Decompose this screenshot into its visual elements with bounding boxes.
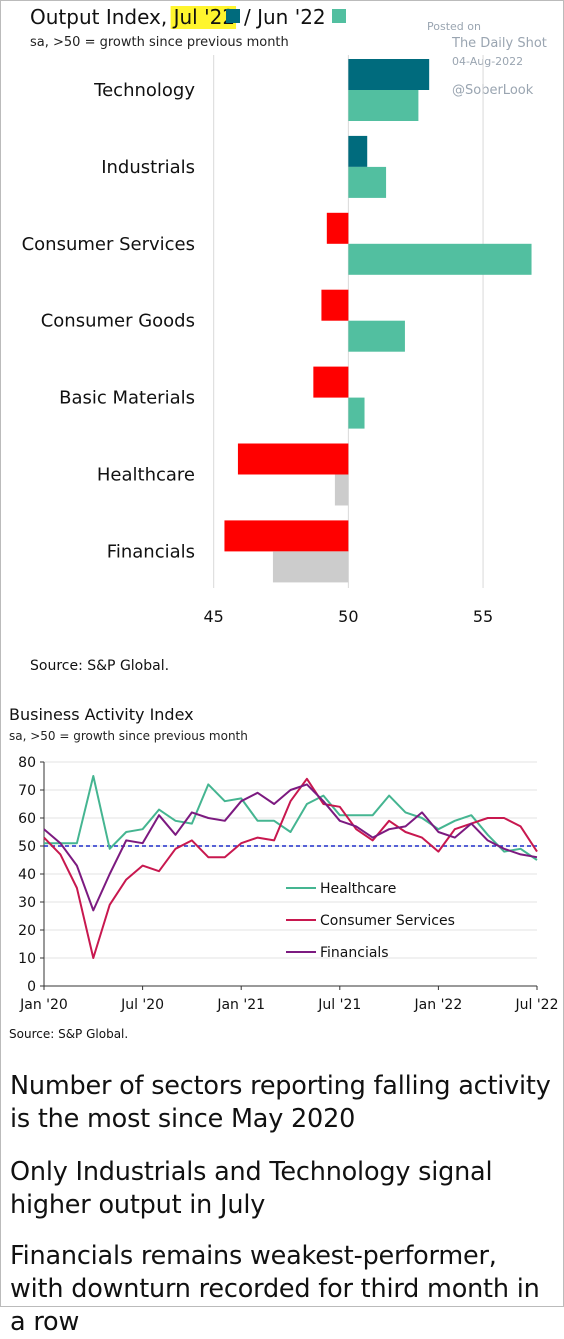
bar-consumer-goods-jun-22 — [348, 320, 405, 352]
legend-swatch-jul — [226, 9, 240, 23]
series-line-financials — [43, 783, 538, 912]
x-tick-jul-21: Jul '21 — [317, 997, 361, 1013]
bar-basic-materials-jul-22 — [313, 366, 349, 398]
bar-consumer-services-jun-22 — [348, 243, 532, 275]
y-tick-60: 60 — [18, 811, 36, 827]
y-tick-30: 30 — [18, 895, 36, 911]
x-tick-jan-21: Jan '21 — [216, 997, 265, 1013]
y-tick-80: 80 — [18, 755, 36, 771]
bar-technology-jul-22 — [348, 59, 430, 90]
y-tick-70: 70 — [18, 783, 36, 799]
y-tick-50: 50 — [18, 839, 36, 855]
legend-label-financials: Financials — [320, 945, 389, 961]
x-tick-jan-22: Jan '22 — [414, 997, 463, 1013]
series-line-consumer-services — [43, 777, 538, 959]
category-label-healthcare: Healthcare — [97, 465, 195, 486]
bar-financials-jun-22 — [272, 551, 349, 583]
headline-3: Financials remains weakest-performer, wi… — [10, 1241, 540, 1337]
x-tick-jul-22: Jul '22 — [514, 997, 558, 1013]
line-chart-source: Source: S&P Global. — [9, 1027, 128, 1041]
y-tick-40: 40 — [18, 867, 36, 883]
watermark-date: 04-Aug-2022 — [452, 55, 523, 68]
bar-consumer-services-jul-22 — [326, 212, 349, 244]
legend-label-jun: / Jun '22 — [244, 5, 326, 29]
x-tick-jul-20: Jul '20 — [120, 997, 164, 1013]
legend-swatch-jun — [332, 9, 346, 23]
line-chart-title: Business Activity Index — [9, 705, 194, 724]
y-tick-0: 0 — [27, 979, 36, 995]
series-line-healthcare — [44, 775, 538, 861]
category-label-industrials: Industrials — [101, 157, 195, 178]
watermark-site: The Daily Shot — [451, 36, 547, 51]
watermark-posted-on: Posted on — [427, 20, 481, 33]
legend-label-healthcare: Healthcare — [320, 881, 396, 897]
bar-financials-jul-22 — [224, 520, 349, 552]
bar-healthcare-jul-22 — [237, 443, 349, 475]
bar-chart-subtitle: sa, >50 = growth since previous month — [30, 35, 289, 50]
x-tick-45: 45 — [204, 607, 224, 626]
bar-healthcare-jun-22 — [334, 474, 349, 506]
x-tick-55: 55 — [473, 607, 493, 626]
watermark-handle: @SoberLook — [452, 83, 534, 98]
x-tick-jan-20: Jan '20 — [19, 997, 68, 1013]
bar-industrials-jul-22 — [348, 135, 368, 167]
headline-2: Only Industrials and Technology signal h… — [10, 1157, 493, 1220]
bar-chart-title: Output Index, Jul '22 — [30, 5, 235, 29]
bar-industrials-jun-22 — [348, 166, 387, 198]
y-tick-10: 10 — [18, 951, 36, 967]
category-label-technology: Technology — [93, 80, 195, 101]
headline-1: Number of sectors reporting falling acti… — [10, 1071, 551, 1134]
output-index-bar-chart: Output Index, Jul '22 / Jun '22 sa, >50 … — [22, 5, 547, 674]
legend-label-consumer-services: Consumer Services — [320, 913, 455, 929]
bar-consumer-goods-jul-22 — [321, 289, 349, 321]
bar-basic-materials-jun-22 — [348, 397, 365, 429]
line-chart-subtitle: sa, >50 = growth since previous month — [9, 729, 248, 743]
title-highlight-marker — [170, 6, 237, 29]
business-activity-line-chart: Business Activity Index sa, >50 = growth… — [9, 705, 559, 1041]
category-label-consumer-goods: Consumer Goods — [41, 311, 195, 332]
category-label-financials: Financials — [107, 541, 195, 562]
bar-chart-source: Source: S&P Global. — [30, 658, 169, 674]
bar-technology-jun-22 — [348, 90, 419, 121]
y-tick-20: 20 — [18, 923, 36, 939]
category-label-consumer-services: Consumer Services — [22, 234, 195, 255]
x-tick-50: 50 — [338, 607, 358, 626]
category-label-basic-materials: Basic Materials — [59, 388, 195, 409]
